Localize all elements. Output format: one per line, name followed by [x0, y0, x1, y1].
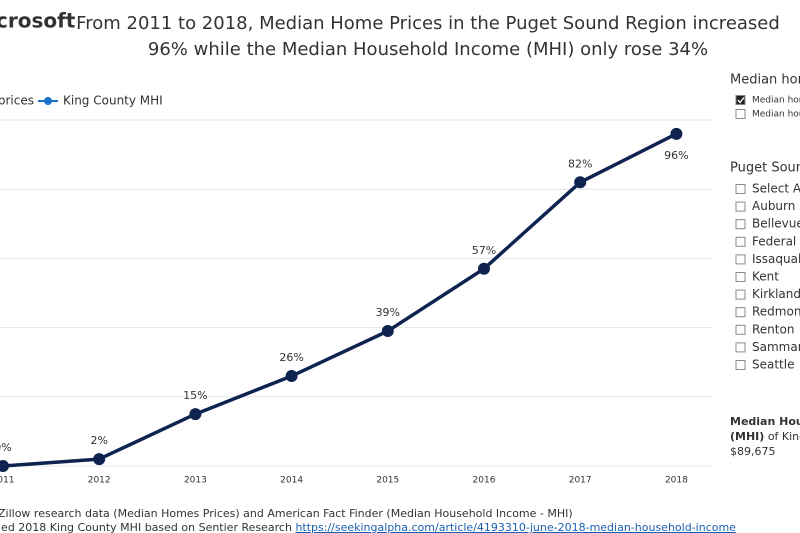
checkbox[interactable] [735, 95, 746, 105]
footer-link[interactable]: https://seekingalpha.com/article/4193310… [295, 521, 736, 533]
data-point [93, 453, 106, 466]
footer-line: led 2018 King County MHI based on Sentie… [0, 521, 736, 533]
data-label: 0% [0, 441, 12, 454]
checkbox[interactable] [735, 236, 746, 247]
checkbox[interactable] [735, 201, 746, 212]
checkbox[interactable] [735, 254, 746, 265]
checkbox[interactable] [735, 289, 746, 300]
slicer-title: Puget Sounc [730, 161, 800, 176]
footer-text: led 2018 King County MHI based on Sentie… [0, 521, 292, 533]
data-point [478, 262, 490, 275]
series-line [2, 132, 678, 468]
card-label: (MHI) of King [730, 430, 800, 443]
data-label: 39% [376, 306, 400, 319]
checkbox[interactable] [735, 307, 746, 318]
x-tick-label: 2016 [473, 476, 496, 486]
logo: crosoft [0, 9, 76, 33]
data-label: 2% [90, 434, 107, 447]
x-tick-label: 2014 [280, 476, 303, 486]
data-point [574, 176, 587, 189]
title-line: From 2011 to 2018, Median Home Prices in… [76, 13, 780, 34]
checkbox[interactable] [735, 184, 746, 194]
checkbox[interactable] [735, 219, 746, 230]
data-point [0, 460, 9, 472]
card-label-bold: (MHI) [730, 430, 764, 443]
data-label: 57% [472, 244, 496, 257]
checkbox-label[interactable]: Seattle [752, 358, 794, 372]
x-tick-label: 2015 [376, 476, 399, 486]
data-point [189, 408, 202, 421]
x-tick-label: 2013 [184, 476, 207, 486]
data-label: 96% [664, 149, 688, 162]
checkbox-label[interactable]: Auburn [752, 199, 795, 213]
checkbox[interactable] [735, 342, 746, 353]
checkbox-label[interactable]: Federal W [752, 234, 800, 248]
footer-line: Zillow research data (Median Homes Price… [0, 507, 573, 520]
data-label: 26% [279, 351, 303, 364]
x-tick-label: 2017 [569, 476, 592, 486]
checkbox-label[interactable]: Median hou [752, 110, 800, 120]
checkbox-label[interactable]: Kirkland [752, 287, 800, 301]
data-label: 15% [183, 389, 207, 402]
slicer-title: Median home [730, 73, 800, 88]
checkbox-label[interactable]: Renton [752, 322, 794, 336]
x-tick-label: 2012 [88, 476, 111, 486]
checkbox-label[interactable]: Select All [752, 182, 800, 196]
checkbox[interactable] [735, 109, 746, 119]
checkbox-label[interactable]: Median hom [752, 96, 800, 106]
checkbox-label[interactable]: Issaquah [752, 252, 800, 266]
checkmark [737, 97, 745, 104]
data-point [285, 370, 298, 383]
checkbox-label[interactable]: Sammam [752, 340, 800, 354]
data-point [670, 127, 683, 140]
data-point [381, 325, 394, 338]
checkbox[interactable] [735, 360, 746, 370]
title-line: 96% while the Median Household Income (M… [148, 39, 708, 60]
legend-label: King County MHI [63, 94, 163, 108]
card-label: Median House [730, 415, 800, 428]
checkbox[interactable] [735, 272, 746, 282]
legend-label: prices [0, 94, 34, 108]
data-label: 82% [568, 157, 592, 170]
x-tick-label: 2011 [0, 476, 14, 486]
checkbox-label[interactable]: Redmonc [752, 305, 800, 319]
checkbox[interactable] [735, 324, 746, 335]
checkbox-label[interactable]: Bellevue [752, 217, 800, 231]
card-value: $89,675 [730, 445, 776, 458]
legend-marker [44, 97, 52, 105]
checkbox-label[interactable]: Kent [752, 270, 779, 284]
card-label-rest: of King [768, 430, 800, 443]
x-tick-label: 2018 [665, 476, 688, 486]
